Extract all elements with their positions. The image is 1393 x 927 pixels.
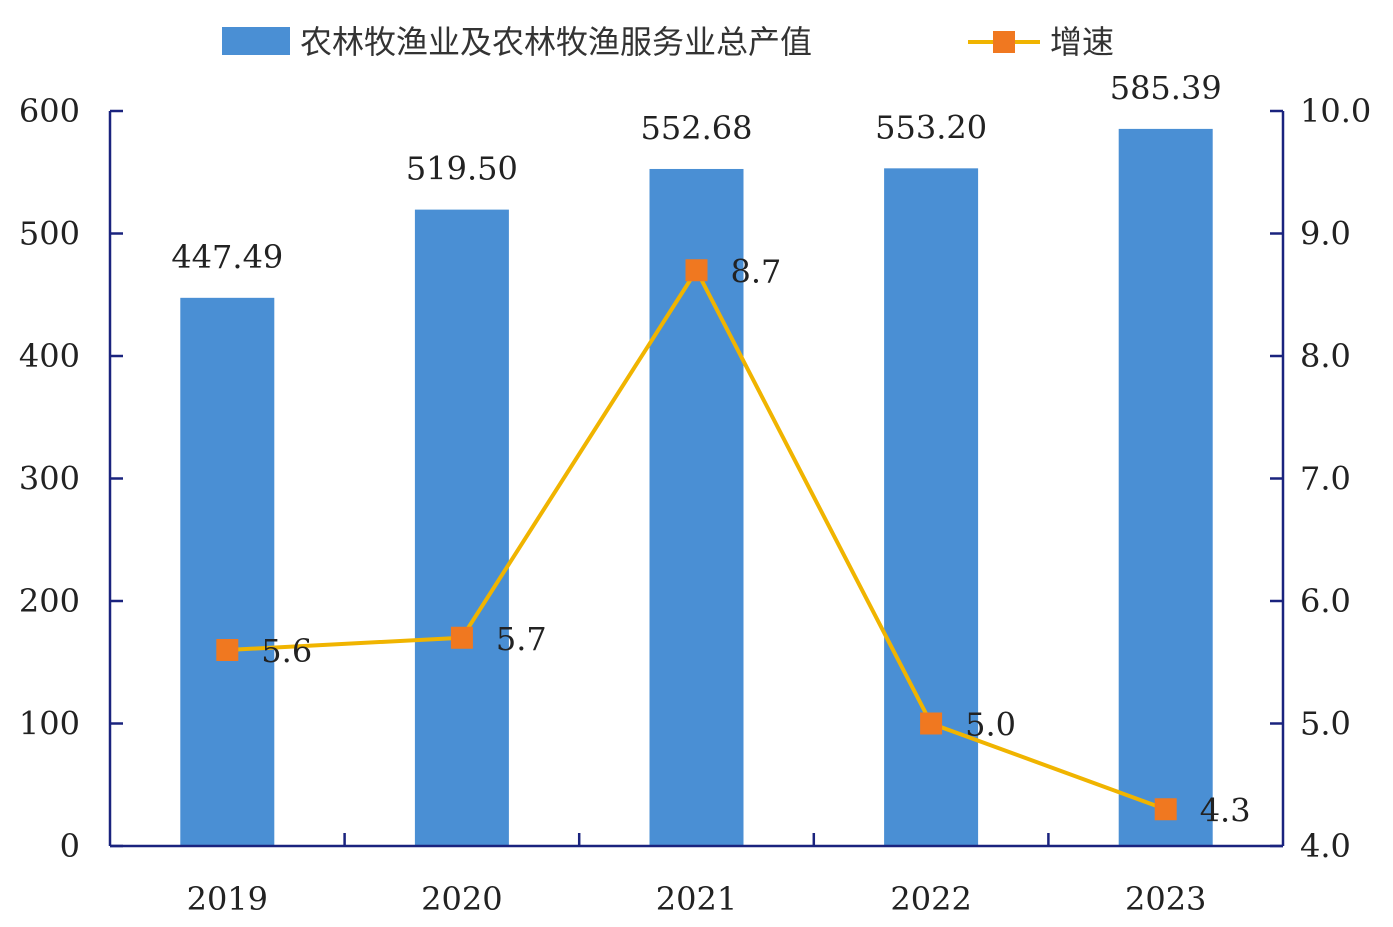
bar-series — [180, 128, 1213, 847]
growth-marker — [1154, 798, 1177, 821]
x-tick-label: 2021 — [656, 880, 737, 918]
right-tick-label: 5.0 — [1300, 705, 1351, 743]
left-tick-label: 600 — [19, 92, 80, 130]
line-series — [216, 259, 1177, 821]
growth-value-label: 5.6 — [261, 632, 312, 670]
left-tick-label: 300 — [19, 460, 80, 498]
x-tick-label: 2022 — [890, 880, 971, 918]
x-tick-label: 2020 — [421, 880, 502, 918]
growth-value-label: 5.7 — [496, 620, 547, 658]
right-tick-label: 4.0 — [1300, 827, 1351, 865]
left-tick-label: 0 — [60, 827, 80, 865]
right-tick-label: 10.0 — [1300, 92, 1371, 130]
bar — [1118, 128, 1213, 847]
bar-value-label: 447.49 — [171, 238, 283, 276]
bar — [180, 297, 275, 847]
growth-marker — [685, 259, 708, 282]
bar-value-label: 553.20 — [875, 108, 987, 146]
bar-value-label: 519.50 — [406, 150, 518, 188]
growth-value-label: 8.7 — [731, 252, 782, 290]
growth-marker — [450, 626, 473, 649]
right-tick-label: 9.0 — [1300, 215, 1351, 253]
left-tick-label: 200 — [19, 582, 80, 620]
bar — [414, 209, 509, 847]
bar-value-label: 552.68 — [641, 109, 753, 147]
legend: 农林牧渔业及农林牧渔服务业总产值 增速 — [222, 23, 1114, 61]
bar-value-label: 585.39 — [1110, 69, 1222, 107]
x-tick-label: 2023 — [1125, 880, 1206, 918]
right-tick-label: 8.0 — [1300, 337, 1351, 375]
growth-marker — [920, 712, 943, 735]
right-tick-label: 6.0 — [1300, 582, 1351, 620]
data-labels: 447.49 519.50 552.68 553.20 585.39 5.6 5.7 8.7 5… — [171, 69, 1250, 829]
x-tick-label: 2019 — [187, 880, 268, 918]
bar — [649, 168, 744, 847]
left-tick-label: 100 — [19, 705, 80, 743]
left-tick-label: 400 — [19, 337, 80, 375]
growth-value-label: 4.3 — [1200, 791, 1251, 829]
growth-value-label: 5.0 — [965, 706, 1016, 744]
bar — [884, 168, 979, 846]
axes: 0 100 200 300 400 500 600 4.0 5.0 6.0 7.0 8.0 9.0 10.… — [19, 92, 1371, 918]
legend-marker-swatch — [993, 31, 1015, 53]
left-tick-label: 500 — [19, 215, 80, 253]
legend-bar-swatch — [222, 27, 290, 55]
legend-bar-label: 农林牧渔业及农林牧渔服务业总产值 — [300, 23, 812, 61]
growth-marker — [216, 639, 239, 661]
right-tick-label: 7.0 — [1300, 460, 1351, 498]
legend-line-label: 增速 — [1050, 23, 1114, 61]
